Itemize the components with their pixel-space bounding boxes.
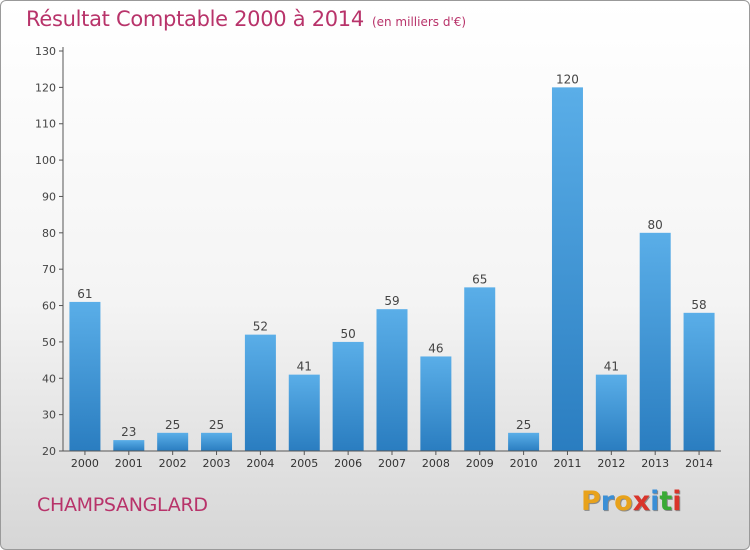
data-label: 58: [691, 298, 706, 312]
bar: [332, 341, 364, 451]
data-label: 41: [604, 360, 619, 374]
y-tick-label: 70: [42, 263, 56, 276]
logo-letter: o: [614, 486, 633, 517]
x-tick-label: 2005: [290, 457, 318, 470]
data-label: 25: [516, 418, 531, 432]
y-tick-label: 80: [42, 227, 56, 240]
bar: [157, 432, 189, 451]
x-tick-label: 2003: [203, 457, 231, 470]
x-tick-label: 2012: [597, 457, 625, 470]
x-tick-label: 2014: [685, 457, 713, 470]
bar: [244, 334, 276, 451]
proxiti-logo: Proxiti: [581, 486, 682, 517]
bar: [464, 287, 496, 451]
logo-letter: i: [650, 486, 660, 517]
bar: [595, 374, 627, 451]
y-tick-label: 20: [42, 445, 56, 458]
y-tick-label: 30: [42, 409, 56, 422]
y-tick-label: 90: [42, 190, 56, 203]
bar: [69, 301, 101, 451]
logo-letter: i: [672, 486, 682, 517]
data-label: 80: [648, 218, 663, 232]
data-label: 52: [253, 320, 268, 334]
y-tick-label: 110: [35, 118, 56, 131]
x-tick-label: 2000: [71, 457, 99, 470]
data-label: 25: [209, 418, 224, 432]
x-tick-label: 2009: [466, 457, 494, 470]
x-tick-label: 2001: [115, 457, 143, 470]
data-label: 41: [297, 360, 312, 374]
data-label: 59: [384, 294, 399, 308]
logo-letter: x: [632, 486, 651, 517]
x-tick-label: 2013: [641, 457, 669, 470]
bar: [376, 309, 408, 451]
x-tick-label: 2007: [378, 457, 406, 470]
bar: [288, 374, 320, 451]
data-label: 25: [165, 418, 180, 432]
y-tick-label: 60: [42, 300, 56, 313]
y-tick-label: 100: [35, 154, 56, 167]
data-label: 65: [472, 272, 487, 286]
x-tick-label: 2004: [246, 457, 274, 470]
bar: [113, 440, 145, 451]
y-tick-label: 130: [35, 45, 56, 58]
title-row: Résultat Comptable 2000 à 2014 (en millie…: [26, 7, 466, 31]
x-tick-label: 2010: [510, 457, 538, 470]
bar: [551, 87, 583, 451]
bar: [508, 432, 540, 451]
data-label: 120: [556, 72, 579, 86]
x-tick-label: 2011: [553, 457, 581, 470]
bar: [201, 432, 233, 451]
data-label: 50: [340, 327, 355, 341]
chart-subtitle: (en milliers d'€): [371, 15, 467, 29]
bar: [420, 356, 452, 451]
data-label: 23: [121, 425, 136, 439]
y-tick-label: 120: [35, 81, 56, 94]
x-tick-label: 2002: [159, 457, 187, 470]
logo-letter: P: [581, 486, 601, 517]
commune-name: CHAMPSANGLARD: [37, 494, 208, 516]
bar: [683, 312, 715, 451]
x-tick-label: 2008: [422, 457, 450, 470]
logo-letter: r: [600, 486, 615, 517]
bar: [639, 232, 671, 451]
chart-title: Résultat Comptable 2000 à 2014: [26, 7, 364, 31]
logo-letter: t: [659, 486, 673, 517]
y-tick-label: 40: [42, 372, 56, 385]
data-label: 61: [77, 287, 92, 301]
y-tick-label: 50: [42, 336, 56, 349]
x-tick-label: 2006: [334, 457, 362, 470]
data-label: 46: [428, 341, 443, 355]
